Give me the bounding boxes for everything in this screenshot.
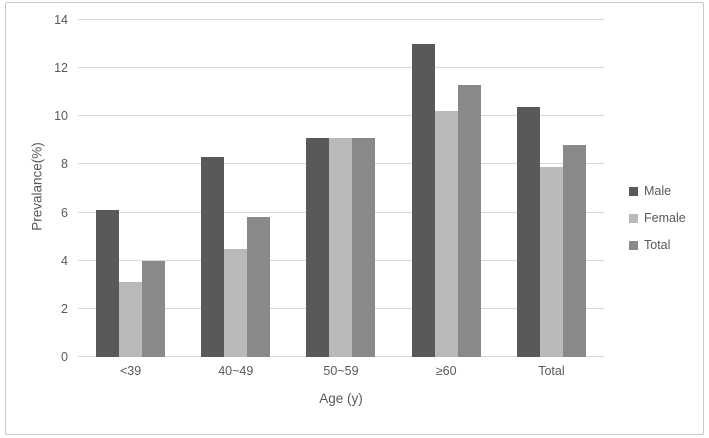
x-axis-title: Age (y) xyxy=(319,391,363,406)
x-category-label: 50~59 xyxy=(323,364,359,378)
plot-area xyxy=(78,19,604,357)
bar-group-1 xyxy=(78,20,183,357)
legend-entry-total: Total xyxy=(629,237,686,253)
bar-total xyxy=(352,138,376,357)
y-tick-label: 2 xyxy=(61,301,68,316)
bar-male xyxy=(201,157,225,357)
legend: Male Female Total xyxy=(629,183,686,264)
y-tick-label: 4 xyxy=(61,253,68,268)
bar-male xyxy=(411,44,435,357)
legend-swatch-icon xyxy=(629,213,638,223)
bar-female xyxy=(539,167,563,357)
x-category-label: Total xyxy=(538,364,565,378)
bar-total xyxy=(247,217,271,357)
bar-group-5 xyxy=(499,20,604,357)
y-axis-title: Prevalance(%) xyxy=(29,142,45,231)
x-category-label: ≥60 xyxy=(435,364,457,378)
y-tick-label: 6 xyxy=(61,205,68,220)
gridline xyxy=(78,19,604,20)
bar-group-3 xyxy=(288,20,393,357)
y-tick-label: 14 xyxy=(54,13,68,27)
bar-female xyxy=(224,249,248,357)
bar-male xyxy=(516,107,540,357)
bar-female xyxy=(119,282,143,357)
bar-group-4 xyxy=(394,20,499,357)
x-category-label: 40~49 xyxy=(218,364,254,378)
bar-group-2 xyxy=(183,20,288,357)
bar-total xyxy=(457,85,481,357)
legend-label: Male xyxy=(644,184,672,198)
y-tick-label: 12 xyxy=(54,61,68,76)
bar-male xyxy=(96,210,120,357)
x-category-label: <39 xyxy=(119,364,142,378)
y-tick-label: 0 xyxy=(61,350,68,364)
bar-total xyxy=(562,145,586,357)
bar-female xyxy=(329,138,353,357)
bar-male xyxy=(306,138,330,357)
bar-female xyxy=(434,111,458,357)
gridline xyxy=(78,115,604,117)
bar-total xyxy=(142,261,166,357)
y-tick-label: 8 xyxy=(61,157,68,172)
legend-label: Female xyxy=(644,211,686,225)
legend-entry-male: Male xyxy=(629,183,686,199)
legend-swatch-icon xyxy=(629,186,638,196)
legend-label: Total xyxy=(644,238,671,252)
legend-swatch-icon xyxy=(629,240,638,250)
gridline xyxy=(78,67,604,69)
legend-entry-female: Female xyxy=(629,210,686,226)
y-tick-label: 10 xyxy=(54,109,68,124)
